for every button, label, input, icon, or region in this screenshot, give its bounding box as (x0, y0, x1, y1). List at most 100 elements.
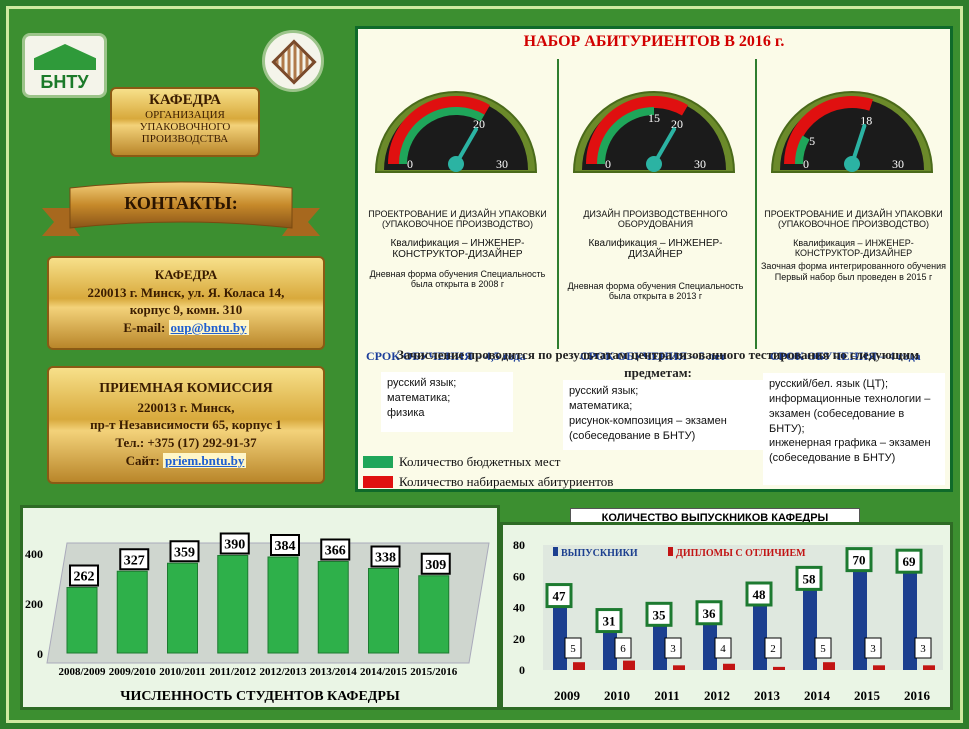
specialty-qualification: Квалификация – ИНЖЕНЕР-КОНСТРУКТОР-ДИЗАЙ… (390, 237, 525, 261)
legend-total-swatch (363, 476, 393, 488)
gauge-3: 05 18 30 (770, 91, 934, 173)
y-tick-label: 0 (37, 647, 43, 661)
y-tick-label: 40 (513, 601, 525, 615)
legend-budget: Количество бюджетных мест (363, 454, 560, 470)
data-label-box (795, 565, 823, 591)
legend-total-label: Количество набираемых абитуриентов (399, 474, 614, 489)
gauge-scale-label: 30 (694, 157, 706, 171)
data-label: 384 (275, 539, 296, 554)
data-label-box (370, 545, 401, 568)
data-label: 327 (124, 553, 145, 568)
data-label-box (714, 637, 732, 659)
bntu-logo-text: БНТУ (40, 72, 89, 92)
email-label: E-mail: (123, 319, 166, 335)
bar (267, 556, 299, 654)
y-tick-label: 0 (519, 663, 525, 677)
legend-budget-label: Количество бюджетных мест (399, 454, 561, 469)
contact-address-1: 220013 г. Минск, ул. Я. Коласа 14, (87, 284, 285, 300)
building-icon (34, 44, 96, 70)
data-label-box (270, 534, 300, 556)
x-tick-label: 2009 (554, 688, 581, 703)
x-tick-label: 2011 (654, 688, 679, 703)
site-label: Сайт: (125, 452, 160, 468)
bar (116, 570, 148, 654)
data-label: 6 (620, 643, 626, 655)
gauge-budget-arc (399, 107, 485, 165)
gauge-total-arc (388, 96, 490, 165)
specialty-name: ПРОЕКТРОВАНИЕ И ДИЗАЙН УПАКОВКИ (УПАКОВО… (764, 209, 943, 230)
bar-honors (573, 662, 585, 670)
data-label-box (219, 532, 250, 555)
column-divider (755, 59, 757, 349)
gauge-budget-arc (597, 107, 655, 165)
data-label: 338 (375, 551, 396, 566)
bar-honors (773, 666, 785, 670)
y-tick-label: 200 (25, 597, 43, 611)
bar (167, 562, 198, 654)
kafedra-contact-card: КАФЕДРА 220013 г. Минск, ул. Я. Коласа 1… (47, 256, 325, 350)
bar (217, 555, 249, 654)
data-label: 36 (703, 606, 717, 621)
data-label-box (645, 601, 673, 627)
bar-graduates (803, 579, 817, 670)
graduates-chart-box: 0 20 40 60 80 ВЫПУСКНИКИ ДИПЛОМЫ С ОТЛИЧИЕМ 47 5… (500, 522, 953, 710)
data-label: 4 (720, 643, 726, 655)
specialty-2: ДИЗАЙН ПРОИЗВОДСТВЕННОГО ОБОРУДОВАНИЯ Кв… (563, 209, 748, 301)
bar (317, 561, 349, 654)
data-label-box (814, 637, 832, 659)
gauge-total-arc (586, 96, 688, 165)
gauge-scale-label: 0 (407, 157, 413, 171)
gauge-budget-arc (795, 135, 810, 165)
x-tick-label: 2008/2009 (58, 666, 106, 678)
data-label-box (545, 583, 573, 609)
y-tick-label: 400 (25, 547, 43, 561)
emblem-icon (271, 39, 317, 85)
bar-honors (723, 663, 735, 670)
data-label-box (745, 581, 773, 607)
data-label: 58 (803, 571, 817, 586)
specialty-1: ПРОЕКТРОВАНИЕ И ДИЗАЙН УПАКОВКИ (УПАКОВО… (365, 209, 550, 289)
specialty-form: Дневная форма обучения Специальность был… (567, 280, 744, 302)
legend-label: ДИПЛОМЫ С ОТЛИЧИЕМ (676, 548, 806, 559)
ribbon-shape (42, 181, 320, 236)
admission-card: ПРИЕМНАЯ КОМИССИЯ 220013 г. Минск, пр-т … (47, 366, 325, 484)
data-label: 5 (820, 643, 826, 655)
x-tick-label: 2009/2010 (109, 666, 157, 678)
gauge-scale-label: 15 (648, 111, 660, 125)
gauge-scale-label: 18 (860, 113, 872, 127)
specialty-form: Заочная форма интегрированного обучения … (761, 261, 946, 282)
data-label: 390 (224, 538, 245, 553)
legend-total: Количество набираемых абитуриентов (363, 474, 613, 490)
column-divider (557, 59, 559, 349)
site-link[interactable]: priem.bntu.by (162, 452, 247, 468)
bar-honors (623, 660, 635, 670)
data-label-box (119, 548, 150, 571)
graduates-chart: 0 20 40 60 80 ВЫПУСКНИКИ ДИПЛОМЫ С ОТЛИЧИЕМ 47 5… (513, 538, 943, 703)
data-label-box (420, 552, 451, 575)
y-tick-label: 20 (513, 632, 525, 646)
legend-budget-swatch (363, 456, 393, 468)
bar (66, 587, 98, 654)
x-tick-label: 2013/2014 (310, 666, 358, 678)
contacts-ribbon: КОНТАКТЫ: (40, 180, 322, 245)
data-label: 3 (920, 643, 926, 655)
data-label-box (595, 608, 623, 634)
contacts-heading: КОНТАКТЫ: (124, 193, 238, 213)
x-tick-label: 2015 (854, 688, 881, 703)
x-tick-label: 2014 (804, 688, 831, 703)
bar-honors (823, 662, 835, 670)
data-label: 69 (903, 554, 917, 569)
gauge-scale-label: 5 (809, 134, 815, 148)
email-link[interactable]: oup@bntu.by (168, 319, 249, 335)
bar (418, 575, 450, 654)
data-label: 47 (553, 589, 567, 604)
bar (368, 568, 399, 654)
faculty-emblem (262, 30, 324, 92)
bar-honors (923, 665, 935, 670)
specialty-name: ПРОЕКТРОВАНИЕ И ДИЗАЙН УПАКОВКИ (УПАКОВО… (368, 209, 547, 230)
data-label-box (845, 547, 873, 573)
x-tick-label: 2013 (754, 688, 781, 703)
x-tick-label: 2016 (904, 688, 931, 703)
data-label: 309 (425, 558, 446, 573)
